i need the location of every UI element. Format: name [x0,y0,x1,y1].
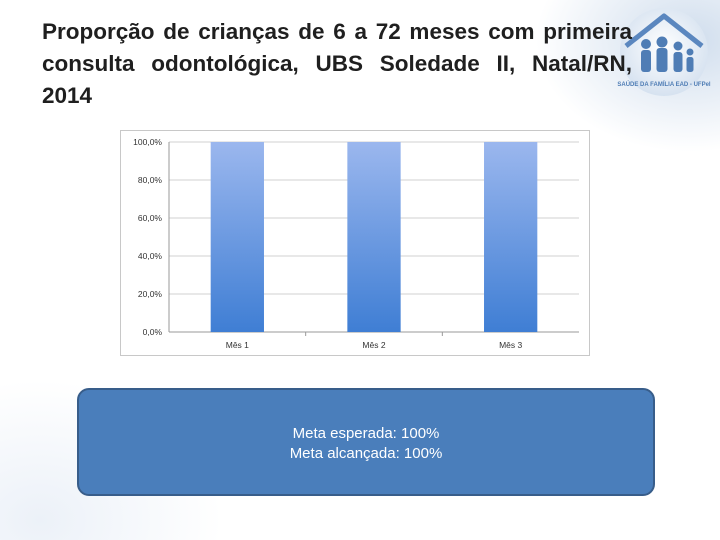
slide-title: Proporção de crianças de 6 a 72 meses co… [42,19,632,108]
saude-da-familia-logo: SAÚDE DA FAMÍLIA EAD - UFPel [617,8,711,96]
meta-esperada: Meta esperada: 100% [292,425,440,442]
x-tick-label: Mês 1 [226,340,249,350]
bar-chart: 0,0%20,0%40,0%60,0%80,0%100,0% Mês 1 Mês … [133,137,579,350]
y-tick-label: 40,0% [138,251,163,261]
logo-text: SAÚDE DA FAMÍLIA EAD - UFPel [617,80,711,88]
y-tick-label: 100,0% [133,137,162,147]
x-tick-label: Mês 3 [499,340,522,350]
y-tick-labels: 0,0% 20,0% 40,0% 60,0% 80,0% 100,0% [133,137,162,337]
meta-alcancada: Meta alcançada: 100% [289,445,443,462]
bars [210,142,538,332]
y-tick-label: 0,0% [143,327,163,337]
y-tick-label: 60,0% [138,213,163,223]
chart-area: 0,0% 20,0% 40,0% 60,0% 80,0% 100,0% Mês 1 Mês … [120,130,590,356]
x-tick-label: Mês 2 [362,340,385,350]
meta-callout: Meta esperada: 100% Meta alcançada: 100% [77,388,655,496]
bar-2 [347,142,401,332]
bar-3 [484,142,538,332]
x-tick-labels: Mês 1 Mês 2 Mês 3 [226,340,523,350]
y-tick-label: 20,0% [138,289,163,299]
bar-1 [210,142,264,332]
y-tick-label: 80,0% [138,175,163,185]
